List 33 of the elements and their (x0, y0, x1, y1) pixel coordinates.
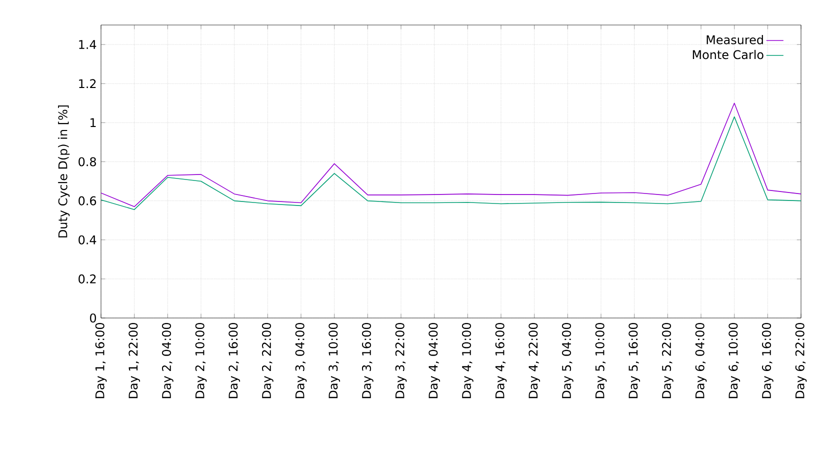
x-tick-label: Day 6, 04:00 (695, 322, 707, 398)
x-tick-label: Day 4, 04:00 (428, 322, 440, 398)
x-tick-label: Day 1, 22:00 (128, 322, 140, 398)
x-tick-label: Day 2, 16:00 (228, 322, 240, 398)
x-tick-label: Day 6, 16:00 (762, 322, 774, 398)
x-tick-label: Day 3, 04:00 (295, 322, 307, 398)
x-tick-label: Day 1, 16:00 (95, 322, 107, 398)
x-tick-label: Day 4, 22:00 (528, 322, 540, 398)
x-tick-label: Day 5, 10:00 (595, 322, 607, 398)
y-tick-label: 0.6 (78, 196, 96, 206)
x-tick-label: Day 4, 16:00 (495, 322, 507, 398)
x-tick-label: Day 4, 10:00 (462, 322, 474, 398)
y-tick-label: 1 (90, 118, 96, 128)
x-tick-label: Day 2, 10:00 (195, 322, 207, 398)
x-tick-label: Day 6, 22:00 (795, 322, 807, 398)
y-axis-title: Duty Cycle D(p) in [%] (58, 105, 70, 238)
legend-label: Monte Carlo (692, 50, 764, 60)
legend-label: Measured (706, 35, 763, 44)
x-tick-label: Day 5, 22:00 (662, 322, 674, 398)
x-tick-label: Day 2, 04:00 (162, 322, 174, 398)
y-tick-label: 1.4 (79, 40, 96, 49)
x-tick-label: Day 5, 16:00 (628, 322, 640, 398)
x-tick-label: Day 2, 22:00 (262, 322, 274, 398)
y-tick-label: 0 (90, 313, 96, 323)
x-tick-label: Day 6, 10:00 (728, 322, 740, 398)
y-tick-label: 0.8 (78, 157, 96, 166)
x-tick-label: Day 3, 22:00 (395, 322, 407, 398)
x-tick-label: Day 3, 16:00 (362, 322, 374, 398)
x-tick-label: Day 5, 04:00 (562, 322, 574, 398)
y-tick-label: 0.4 (78, 235, 96, 244)
x-tick-label: Day 3, 10:00 (328, 322, 340, 398)
y-tick-label: 0.2 (78, 274, 96, 284)
y-tick-label: 1.2 (79, 79, 96, 88)
